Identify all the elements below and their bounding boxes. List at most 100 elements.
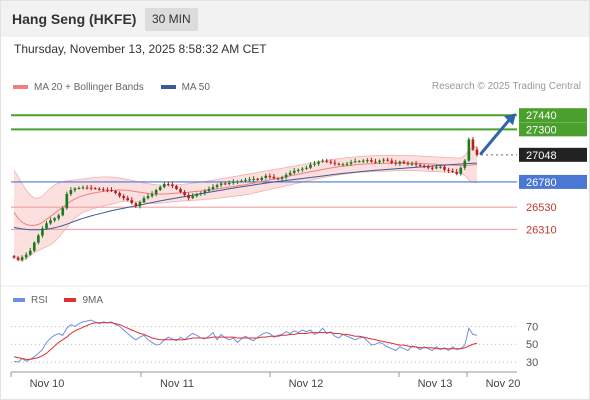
legend-item-bollinger: MA 20 + Bollinger Bands — [13, 82, 144, 93]
time-axis-label: Nov 11 — [160, 378, 194, 390]
candle-body — [435, 167, 438, 169]
candle-body — [236, 181, 239, 183]
candle-body — [337, 163, 341, 165]
candle-body — [53, 218, 56, 221]
candle-body — [402, 161, 406, 164]
bollinger-upper-line — [13, 146, 478, 199]
legend-item-ma50: MA 50 — [160, 81, 210, 93]
candle-body — [252, 178, 255, 180]
candle-body — [89, 187, 93, 189]
candle-body — [231, 181, 235, 183]
candle-body — [256, 178, 260, 180]
candle-body — [199, 193, 203, 195]
timestamp: Thursday, November 13, 2025 8:58:32 AM C… — [14, 42, 267, 56]
candle-body — [341, 164, 345, 166]
rsi-ma-line — [13, 322, 478, 360]
candle-body — [361, 160, 365, 162]
candle-body — [130, 200, 134, 204]
candle-body — [357, 161, 361, 163]
chart-header: Hang Seng (HKFE) 30 MIN — [1, 1, 589, 37]
candle-body — [223, 183, 227, 185]
level-label-27048: 27048 — [526, 150, 557, 162]
level-tag-26780 — [519, 174, 587, 189]
ma50-line — [13, 162, 478, 231]
legend-label-bollinger: MA 20 + Bollinger Bands — [34, 81, 144, 93]
candle-body — [24, 254, 28, 258]
rsi-tick-label: 50 — [526, 339, 538, 351]
candle-body — [28, 250, 32, 255]
candle-body — [12, 256, 16, 258]
legend-label-rsi-ma: 9MA — [82, 294, 104, 306]
candle-body — [240, 180, 243, 182]
candle-body — [146, 196, 150, 199]
candle-body — [390, 160, 394, 163]
candle-body — [260, 177, 264, 180]
candle-body — [345, 163, 349, 165]
candle-body — [162, 183, 166, 187]
level-label-26780: 26780 — [526, 177, 557, 189]
candle-body — [394, 162, 398, 164]
level-tag-27300 — [519, 122, 587, 137]
candle-body — [211, 186, 215, 189]
projection-arrow-head — [504, 113, 516, 126]
candle-body — [195, 194, 199, 197]
candle-body — [406, 163, 410, 165]
candle-body — [378, 160, 381, 163]
legend-swatch-bollinger — [13, 85, 28, 89]
candle-body — [418, 164, 422, 166]
candle-body — [106, 189, 109, 191]
candle-body — [16, 257, 20, 260]
candle-body — [459, 167, 463, 174]
candle-body — [443, 166, 446, 170]
level-label-26310: 26310 — [526, 224, 557, 236]
candle-body — [219, 183, 223, 185]
candle-body — [455, 171, 459, 174]
candle-body — [284, 174, 288, 178]
candle-body — [85, 187, 89, 189]
time-axis-label: Nov 20 — [486, 378, 521, 390]
candle-body — [305, 167, 308, 169]
candle-body — [175, 185, 178, 189]
legend-label-ma50: MA 50 — [181, 81, 210, 93]
candle-body — [431, 167, 434, 169]
candle-body — [122, 196, 125, 199]
rsi-tick-label: 30 — [526, 357, 538, 369]
level-tag-27440 — [519, 108, 587, 123]
level-label-26530: 26530 — [526, 202, 557, 214]
level-label-27300: 27300 — [526, 124, 557, 136]
interval-badge[interactable]: 30 MIN — [145, 8, 198, 31]
candle-body — [382, 159, 385, 161]
candle-body — [138, 202, 142, 207]
candle-body — [207, 189, 211, 192]
candle-body — [77, 187, 81, 189]
legend-item-rsi: RSI — [13, 295, 48, 306]
time-axis-label: Nov 10 — [30, 378, 65, 390]
candle-body — [65, 194, 69, 209]
candle-body — [329, 161, 333, 163]
candle-body — [276, 178, 280, 180]
candle-body — [191, 196, 195, 199]
candle-body — [296, 169, 300, 171]
candle-body — [41, 228, 44, 236]
candle-body — [292, 170, 296, 173]
candle-body — [203, 191, 207, 194]
candle-body — [447, 169, 450, 171]
candle-body — [118, 193, 121, 197]
candle-body — [114, 191, 117, 194]
candle-body — [126, 198, 130, 201]
candle-body — [475, 149, 479, 155]
candle-body — [349, 162, 353, 164]
candle-body — [32, 242, 36, 251]
candle-body — [353, 161, 357, 163]
candle-body — [227, 182, 231, 184]
candle-body — [317, 161, 320, 164]
candle-body — [45, 223, 48, 229]
candle-body — [451, 170, 454, 172]
candle-body — [49, 220, 52, 224]
candle-body — [183, 192, 186, 196]
candle-body — [110, 190, 113, 192]
time-axis-label: Nov 13 — [418, 378, 453, 390]
candle-body — [61, 208, 65, 216]
candle-body — [366, 160, 369, 162]
